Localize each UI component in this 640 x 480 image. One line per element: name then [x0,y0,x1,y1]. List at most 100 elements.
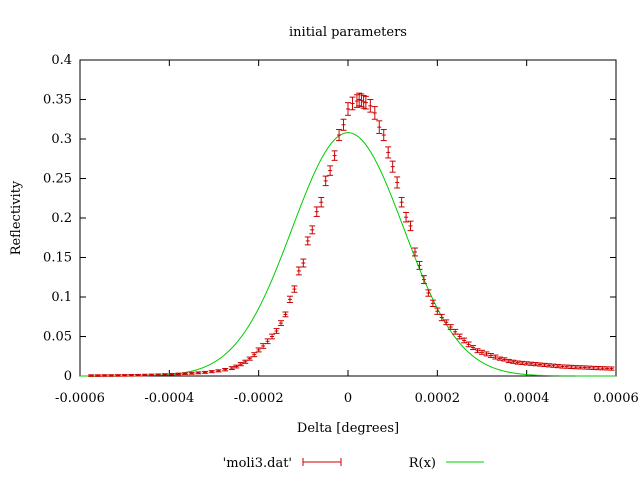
data-point [487,352,494,358]
data-point [505,358,512,364]
data-point [228,366,235,371]
data-point [215,369,222,373]
data-point [313,206,320,217]
fit-curve-rx [80,132,616,377]
data-point [121,374,128,377]
data-point [114,374,121,377]
data-point [470,345,477,351]
data-point [295,266,302,276]
data-point [492,354,499,360]
data-point [425,289,432,297]
x-axis-label: Delta [degrees] [297,421,399,436]
data-point [456,333,463,340]
data-point [349,96,356,111]
data-point [141,373,148,377]
data-point [336,129,343,142]
data-point [376,120,383,134]
data-point [474,348,481,354]
y-tick-label: 0.1 [51,290,72,305]
data-point [483,351,490,357]
data-point [88,374,95,377]
data-point [389,160,396,173]
data-point [479,349,485,355]
data-point [208,370,215,374]
x-tick-label: -0.0002 [234,391,284,406]
data-point [155,373,162,377]
data-point [202,370,209,374]
data-point [322,175,329,187]
data-point [273,328,280,334]
data-point [367,99,374,113]
data-point [327,165,334,176]
y-tick-label: 0 [64,369,72,384]
data-point [101,374,108,377]
data-point [233,364,240,369]
data-point [242,359,249,364]
data-point [282,311,289,318]
data-point [94,374,101,377]
data-point [371,106,378,120]
data-point [269,333,276,340]
data-point [608,366,615,371]
x-tick-label: 0.0006 [593,391,639,406]
data-point [309,225,316,235]
y-tick-label: 0.2 [51,211,72,226]
data-point [175,372,182,376]
data-point [161,373,168,376]
x-tick-label: -0.0006 [55,391,105,406]
x-tick-label: -0.0004 [144,391,194,406]
data-point [251,352,258,358]
y-tick-label: 0.4 [51,53,72,68]
data-point [148,373,155,377]
data-point [195,371,202,375]
data-point [168,372,175,376]
data-point [438,313,445,322]
data-point [398,196,405,208]
data-point [465,341,472,348]
data-point [501,357,508,362]
data-point [181,372,188,375]
data-point [304,236,311,246]
data-point [394,176,401,189]
data-point [135,373,142,377]
y-tick-label: 0.3 [51,132,72,147]
data-point [237,362,244,367]
data-point [510,359,517,364]
data-point [278,320,284,326]
data-point [264,338,271,345]
x-tick-label: 0.0002 [415,391,461,406]
y-axis: 0 0.05 0.1 0.15 0.2 0.25 0.3 0.35 0.4 [43,53,616,384]
legend-label-moli3: 'moli3.dat' [223,456,292,471]
data-point [286,295,293,304]
chart-title: initial parameters [289,25,407,40]
data-point [407,220,414,232]
x-axis: -0.0006 -0.0004 -0.0002 0 0.0002 0.0004 0.0006 [55,60,639,406]
data-point [461,337,468,344]
y-tick-label: 0.15 [43,251,72,266]
data-point [345,102,351,116]
legend-sample-moli3 [302,458,342,466]
data-point [246,356,253,361]
y-tick-label: 0.05 [43,330,72,345]
x-tick-label: 0 [344,391,352,406]
data-point [496,356,503,361]
x-tick-label: 0.0004 [504,391,550,406]
data-point [385,146,392,159]
data-point [452,328,459,335]
data-point [420,275,427,285]
data-point [331,150,338,161]
data-point [362,95,369,110]
y-tick-label: 0.25 [43,172,72,187]
data-point [222,367,229,372]
data-point [128,373,135,377]
legend-label-rx: R(x) [409,456,436,471]
data-point [412,247,418,257]
data-point [434,307,441,315]
series-layer [80,92,616,377]
data-point [318,196,325,208]
data-point [429,299,436,307]
y-axis-label: Reflectivity [9,180,24,255]
data-point [291,285,298,293]
y-tick-label: 0.35 [43,93,72,108]
